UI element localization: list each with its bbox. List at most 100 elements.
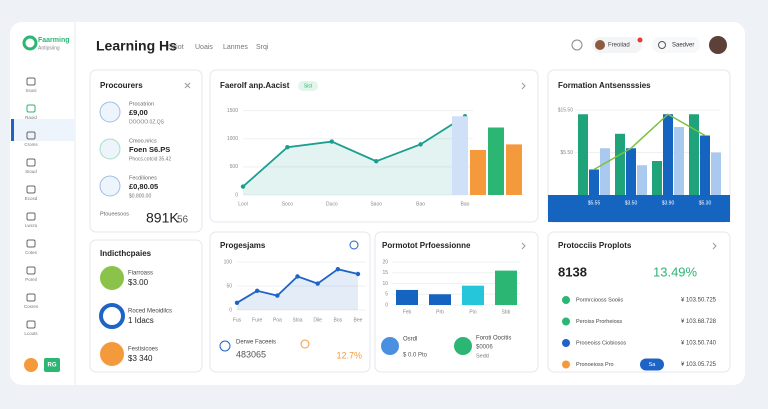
nav-item: Uoais xyxy=(195,44,213,51)
x-tick-label: Fure xyxy=(252,317,263,323)
y-tick-label: 50 xyxy=(226,283,232,289)
line-point xyxy=(295,274,300,279)
y-tick-label: $15.50 xyxy=(558,107,574,113)
logo-sub: Antipsiing xyxy=(38,45,60,51)
sidebar-icon[interactable] xyxy=(26,239,36,248)
x-tick-label: Sloa xyxy=(292,317,302,323)
row-value: ¥ 103.68.728 xyxy=(681,319,717,325)
y-tick-label: 0 xyxy=(235,192,238,198)
sidebar-label: Cosres xyxy=(24,304,39,309)
line-point xyxy=(275,293,280,298)
footer-icon xyxy=(381,337,399,355)
x-tick-label: $3.90 xyxy=(662,200,675,206)
sidebar-icon[interactable] xyxy=(26,212,36,221)
sidebar-icon[interactable] xyxy=(26,293,36,302)
row-button[interactable] xyxy=(640,358,664,371)
sidebar-icon[interactable] xyxy=(26,158,36,167)
panel xyxy=(547,231,731,373)
sidebar-icon[interactable] xyxy=(26,77,36,86)
indicator-value: $3 340 xyxy=(128,354,153,363)
total: 8138 xyxy=(558,264,587,279)
panel-title: Formation Antsensssies xyxy=(558,81,651,90)
panel-title: Procourers xyxy=(100,81,143,90)
x-tick-label: Soco xyxy=(282,201,294,207)
bar xyxy=(578,114,588,195)
close-icon[interactable] xyxy=(184,82,191,89)
y-tick-label: 0 xyxy=(385,302,388,308)
search-icon[interactable] xyxy=(571,39,583,51)
footer-value: $0006 xyxy=(476,345,493,351)
sidebar-icon[interactable] xyxy=(26,185,36,194)
x-tick-label: Sbb xyxy=(502,309,511,315)
bar xyxy=(626,148,636,195)
y-tick-label: 0 xyxy=(229,307,232,313)
line xyxy=(242,115,466,188)
y-tick-label: 1500 xyxy=(227,108,238,114)
bar xyxy=(495,270,517,305)
row-icon xyxy=(562,360,570,369)
chart-base xyxy=(548,195,730,222)
indicator-name: Roced Meoidilcs xyxy=(128,309,172,315)
footer-icon xyxy=(454,337,472,355)
footer-name: Foroti Oocitis xyxy=(476,336,511,342)
line-point xyxy=(335,267,341,272)
footer-extra: 56 xyxy=(177,215,189,226)
indicator-name: Fiarroass xyxy=(128,271,153,277)
indicator-name: Festisicoes xyxy=(128,347,158,353)
x-tick-label: Duco xyxy=(326,201,338,207)
chevron[interactable] xyxy=(521,242,526,250)
panel-title: Faerolf anp.Aacist xyxy=(220,81,290,90)
nav-item: Sciot xyxy=(168,44,184,51)
chevron[interactable] xyxy=(712,242,717,250)
x-tick-label: Prb xyxy=(436,309,444,315)
sidebar-badge-label: RG xyxy=(48,363,57,369)
row-name: Pormrciooss Sooiis xyxy=(576,297,623,303)
sidebar-label: Poreil xyxy=(25,277,37,282)
row-icon xyxy=(562,317,570,326)
sidebar-icon[interactable] xyxy=(26,320,36,329)
line-point xyxy=(285,144,290,150)
row-name: Pronoeioss Pro xyxy=(576,362,614,368)
sidebar-active-bar xyxy=(11,119,14,141)
footer-value: $ 0.0 Pto xyxy=(403,353,428,359)
x-tick-label: Bao xyxy=(416,201,425,207)
x-tick-label: Pio xyxy=(469,309,476,315)
line-area xyxy=(237,269,358,310)
bar xyxy=(652,161,662,195)
bar xyxy=(589,169,599,195)
item-name: Procatrion xyxy=(129,101,154,107)
sidebar-icon[interactable] xyxy=(26,131,36,140)
sidebar-icon[interactable] xyxy=(26,104,36,113)
line-point xyxy=(234,300,240,305)
y-tick-label: 10 xyxy=(382,281,388,287)
header-button[interactable] xyxy=(592,37,642,53)
footer-note: Sedd xyxy=(476,353,489,359)
y-tick-label: $5.50 xyxy=(560,150,573,156)
sidebar-label: Croms xyxy=(24,142,38,147)
refresh-icon[interactable] xyxy=(349,240,359,250)
x-tick-label: $5.30 xyxy=(699,200,712,206)
item-note: Phocs.cotcid 35.42 xyxy=(129,156,171,162)
x-tick-label: Dile xyxy=(313,317,322,323)
line-point xyxy=(240,184,246,189)
sidebar-label: Ecosd xyxy=(25,196,38,201)
line-point xyxy=(374,159,379,164)
panel xyxy=(209,231,371,373)
sidebar-label: Lcouts xyxy=(24,331,38,336)
row-name: Prooeoiss Ciobiosos xyxy=(576,340,626,346)
indicator-value: 1 Idacs xyxy=(128,316,154,325)
bar xyxy=(637,165,647,195)
user-pill[interactable] xyxy=(652,37,700,53)
line-point xyxy=(315,281,320,286)
x-tick-label: Bao xyxy=(461,201,470,207)
x-tick-label: Saoo xyxy=(370,201,382,207)
item-value: Foen S6.PS xyxy=(129,145,170,154)
chevron[interactable] xyxy=(521,82,526,90)
bar xyxy=(462,285,484,305)
sidebar-label: Cotes xyxy=(25,250,38,255)
footer-change: 12.7% xyxy=(336,350,362,360)
sidebar-icon[interactable] xyxy=(26,266,36,275)
item-icon xyxy=(99,138,121,160)
user-avatar[interactable] xyxy=(709,36,727,54)
bar xyxy=(506,144,522,195)
